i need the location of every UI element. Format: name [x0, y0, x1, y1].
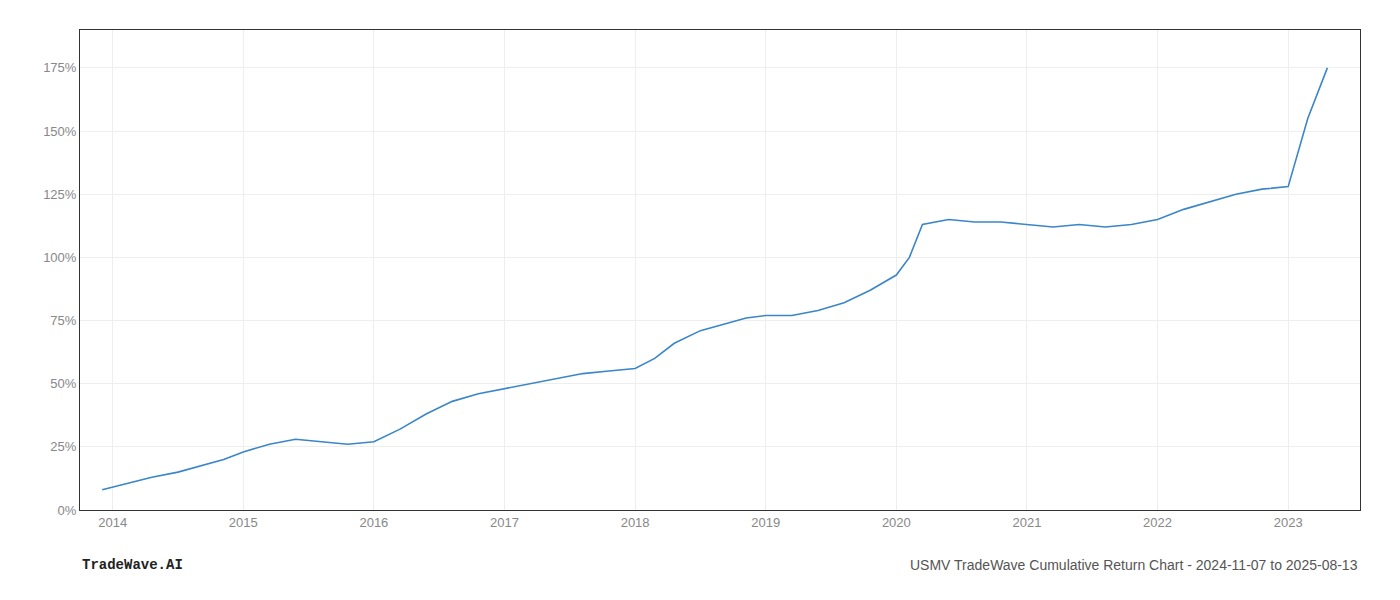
svg-text:TradeWave.AI: TradeWave.AI — [82, 557, 183, 573]
svg-text:2016: 2016 — [359, 515, 388, 530]
svg-text:2018: 2018 — [621, 515, 650, 530]
svg-text:2020: 2020 — [882, 515, 911, 530]
svg-text:2023: 2023 — [1274, 515, 1303, 530]
svg-text:2015: 2015 — [229, 515, 258, 530]
svg-text:2014: 2014 — [98, 515, 127, 530]
svg-text:150%: 150% — [43, 124, 77, 139]
svg-text:125%: 125% — [43, 187, 77, 202]
svg-text:USMV TradeWave Cumulative Retu: USMV TradeWave Cumulative Return Chart -… — [910, 557, 1358, 573]
svg-text:175%: 175% — [43, 60, 77, 75]
svg-text:25%: 25% — [50, 439, 76, 454]
svg-text:2017: 2017 — [490, 515, 519, 530]
svg-text:2019: 2019 — [751, 515, 780, 530]
svg-text:50%: 50% — [50, 376, 76, 391]
svg-text:0%: 0% — [58, 503, 77, 518]
svg-text:100%: 100% — [43, 250, 77, 265]
svg-text:2022: 2022 — [1143, 515, 1172, 530]
svg-text:75%: 75% — [50, 313, 76, 328]
svg-text:2021: 2021 — [1012, 515, 1041, 530]
